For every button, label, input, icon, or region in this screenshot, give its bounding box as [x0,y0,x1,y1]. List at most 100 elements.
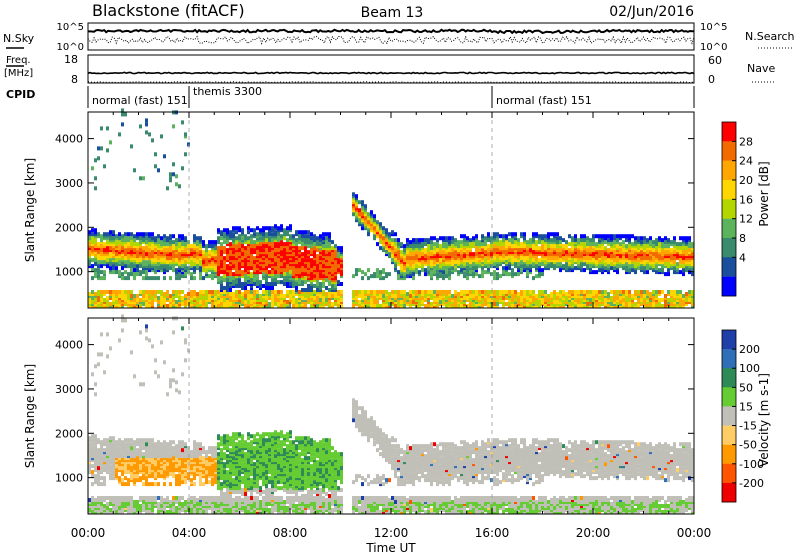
power-cell [424,272,427,277]
power-cell [151,290,154,294]
colorbar-swatch [722,199,736,219]
power-cell [325,272,328,277]
power-cell [610,242,613,247]
power-cell [583,242,586,247]
colorbar-tick-label: 8 [739,232,746,245]
power-cell [439,250,442,255]
power-cell [490,236,493,241]
colorbar-swatch [722,122,736,142]
power-cell [352,274,355,279]
power-cell [256,264,259,269]
velocity-cell [91,434,94,439]
power-cell [271,270,274,275]
power-cell [202,290,205,294]
power-cell [178,234,181,239]
power-cell [94,272,97,277]
power-cell [658,268,661,273]
power-cell [673,290,676,294]
power-cell [148,232,151,237]
power-cell [394,248,397,253]
power-cell [331,302,334,306]
power-cell [424,238,427,243]
power-ylabel: Slant Range [km] [23,158,37,262]
power-cell [508,264,511,269]
power-cell [493,244,496,249]
power-cell [244,286,247,290]
power-cell [688,242,691,247]
power-cell [256,276,259,281]
power-cell [382,276,385,281]
power-cell [319,234,322,239]
power-cell [127,272,130,277]
power-cell [139,240,142,245]
power-cell [148,132,151,137]
power-cell [511,298,514,302]
power-cell [517,272,520,277]
velocity-cell [88,468,91,473]
power-cell [490,298,493,302]
power-cell [376,220,379,225]
power-cell [487,232,490,237]
power-cell [466,290,469,294]
power-cell [607,248,610,253]
power-cell [382,230,385,235]
power-cell [160,290,163,294]
power-cell [631,234,634,239]
power-cell [523,290,526,294]
power-cell [331,252,334,257]
power-cell [97,146,100,151]
power-cell [613,240,616,245]
power-cell [526,272,529,277]
power-cell [679,302,682,306]
power-cell [631,294,634,298]
power-cell [427,290,430,294]
power-cell [307,250,310,255]
power-cell [439,274,442,279]
colorbar-swatch [722,141,736,161]
power-cell [436,238,439,243]
power-cell [223,274,226,279]
power-cell [118,270,121,275]
power-cell [226,240,229,245]
power-cell [646,270,649,275]
power-cell [247,236,250,241]
power-cell [271,278,274,283]
power-cell [337,252,340,257]
power-cell [103,242,106,247]
power-cell [169,304,172,308]
power-cell [97,156,100,161]
power-cell [514,272,517,277]
power-cell [286,290,289,294]
power-cell [649,236,652,241]
power-cell [322,274,325,279]
power-cell [466,296,469,300]
power-cell [355,212,358,217]
power-cell [412,276,415,281]
power-cell [280,304,283,308]
power-cell [472,242,475,247]
y-tick-label: 2000 [55,221,83,234]
power-cell [595,290,598,294]
power-cell [430,302,433,306]
power-cell [514,298,517,302]
power-cell [682,300,685,304]
power-cell [316,254,319,259]
power-cell [154,152,157,157]
power-cell [469,270,472,275]
power-cell [319,242,322,247]
power-cell [277,264,280,269]
power-cell [382,290,385,294]
power-cell [391,290,394,294]
power-cell [595,270,598,275]
power-cell [361,296,364,300]
power-cell [496,302,499,306]
power-cell [301,280,304,285]
power-cell [589,238,592,243]
power-cell [169,172,172,177]
power-cell [163,238,166,243]
velocity-cell [94,474,97,479]
nsearch-tick-high: 10^5 [700,22,727,33]
power-cell [376,274,379,279]
power-cell [580,262,583,267]
